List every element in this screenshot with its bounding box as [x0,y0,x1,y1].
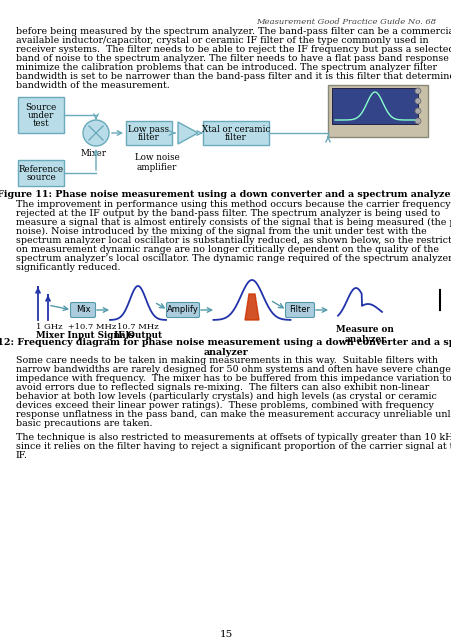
Text: bandwidth is set to be narrower than the band-pass filter and it is this filter : bandwidth is set to be narrower than the… [16,72,451,81]
Text: basic precautions are taken.: basic precautions are taken. [16,419,152,428]
Text: since it relies on the filter having to reject a significant proportion of the c: since it relies on the filter having to … [16,442,451,451]
FancyBboxPatch shape [126,121,172,145]
Text: Source: Source [25,102,56,111]
Text: 10.7 MHz: 10.7 MHz [117,323,158,331]
FancyBboxPatch shape [18,160,64,186]
Text: Reference: Reference [18,164,64,173]
Text: rejected at the IF output by the band-pass filter. The spectrum analyzer is bein: rejected at the IF output by the band-pa… [16,209,439,218]
Text: receiver systems.  The filter needs to be able to reject the IF frequency but pa: receiver systems. The filter needs to be… [16,45,451,54]
Text: bandwidth of the measurement.: bandwidth of the measurement. [16,81,170,90]
Text: 15: 15 [219,630,232,639]
Text: band of noise to the spectrum analyzer. The filter needs to have a flat pass ban: band of noise to the spectrum analyzer. … [16,54,451,63]
Text: behavior at both low levels (particularly crystals) and high levels (as crystal : behavior at both low levels (particularl… [16,392,436,401]
Text: impedance with frequency.  The mixer has to be buffered from this impedance vari: impedance with frequency. The mixer has … [16,374,451,383]
Text: Low noise
amplifier: Low noise amplifier [134,153,179,172]
Text: Mix: Mix [75,305,90,314]
Text: avoid errors due to reflected signals re-mixing.  The filters can also exhibit n: avoid errors due to reflected signals re… [16,383,428,392]
Text: Figure 11: Phase noise measurement using a down converter and a spectrum analyze: Figure 11: Phase noise measurement using… [0,190,451,199]
Text: Mixer: Mixer [81,149,107,158]
Text: under: under [28,111,54,120]
Text: filter: filter [225,132,246,141]
Circle shape [414,108,420,114]
Text: before being measured by the spectrum analyzer. The band-pass filter can be a co: before being measured by the spectrum an… [16,27,451,36]
Text: response unflatness in the pass band, can make the measurement accuracy unreliab: response unflatness in the pass band, ca… [16,410,451,419]
Text: Mixer Input Signals: Mixer Input Signals [36,331,133,340]
Text: Some care needs to be taken in making measurements in this way.  Suitable filter: Some care needs to be taken in making me… [16,356,437,365]
Text: Low pass: Low pass [128,125,169,134]
Text: IF.: IF. [16,451,28,460]
Text: Xtal or ceramic: Xtal or ceramic [201,125,270,134]
Text: devices exceed their linear power ratings).  These problems, combined with frequ: devices exceed their linear power rating… [16,401,433,410]
FancyBboxPatch shape [18,97,64,133]
Circle shape [414,118,420,124]
Text: noise). Noise introduced by the mixing of the signal from the unit under test wi: noise). Noise introduced by the mixing o… [16,227,426,236]
Text: 1 GHz  +10.7 MHz: 1 GHz +10.7 MHz [36,323,116,331]
FancyBboxPatch shape [202,121,268,145]
Text: Figure 12: Frequency diagram for phase noise measurement using a down converter : Figure 12: Frequency diagram for phase n… [0,338,451,357]
FancyBboxPatch shape [70,303,95,317]
FancyBboxPatch shape [166,303,199,317]
Circle shape [414,88,420,94]
Text: Measurement Good Practice Guide No. 68: Measurement Good Practice Guide No. 68 [255,18,435,26]
Circle shape [414,98,420,104]
Text: IF Output: IF Output [114,331,162,340]
Text: filter: filter [138,132,160,141]
Text: The improvement in performance using this method occurs because the carrier freq: The improvement in performance using thi… [16,200,451,209]
Text: The technique is also restricted to measurements at offsets of typically greater: The technique is also restricted to meas… [16,433,451,442]
Text: significantly reduced.: significantly reduced. [16,263,120,272]
Text: spectrum analyzer’s local oscillator. The dynamic range required of the spectrum: spectrum analyzer’s local oscillator. Th… [16,254,451,263]
Text: on measurement dynamic range are no longer critically dependent on the quality o: on measurement dynamic range are no long… [16,245,438,254]
Circle shape [83,120,109,146]
Text: test: test [32,118,49,127]
Text: minimize the calibration problems that can be introduced. The spectrum analyzer : minimize the calibration problems that c… [16,63,436,72]
Text: measure a signal that is almost entirely consists of the signal that is being me: measure a signal that is almost entirely… [16,218,451,227]
Text: narrow bandwidths are rarely designed for 50 ohm systems and often have severe c: narrow bandwidths are rarely designed fo… [16,365,451,374]
Polygon shape [244,294,258,320]
FancyBboxPatch shape [285,303,314,317]
FancyBboxPatch shape [331,88,417,124]
FancyBboxPatch shape [327,85,427,137]
Text: source: source [26,173,56,182]
Text: spectrum analyzer local oscillator is substantially reduced, as shown below, so : spectrum analyzer local oscillator is su… [16,236,451,245]
Polygon shape [178,122,198,144]
Text: Measure on
analyzer: Measure on analyzer [336,325,393,344]
Text: Amplify: Amplify [167,305,198,314]
Text: Filter: Filter [289,305,310,314]
Text: available inductor/capacitor, crystal or ceramic IF filter of the type commonly : available inductor/capacitor, crystal or… [16,36,428,45]
